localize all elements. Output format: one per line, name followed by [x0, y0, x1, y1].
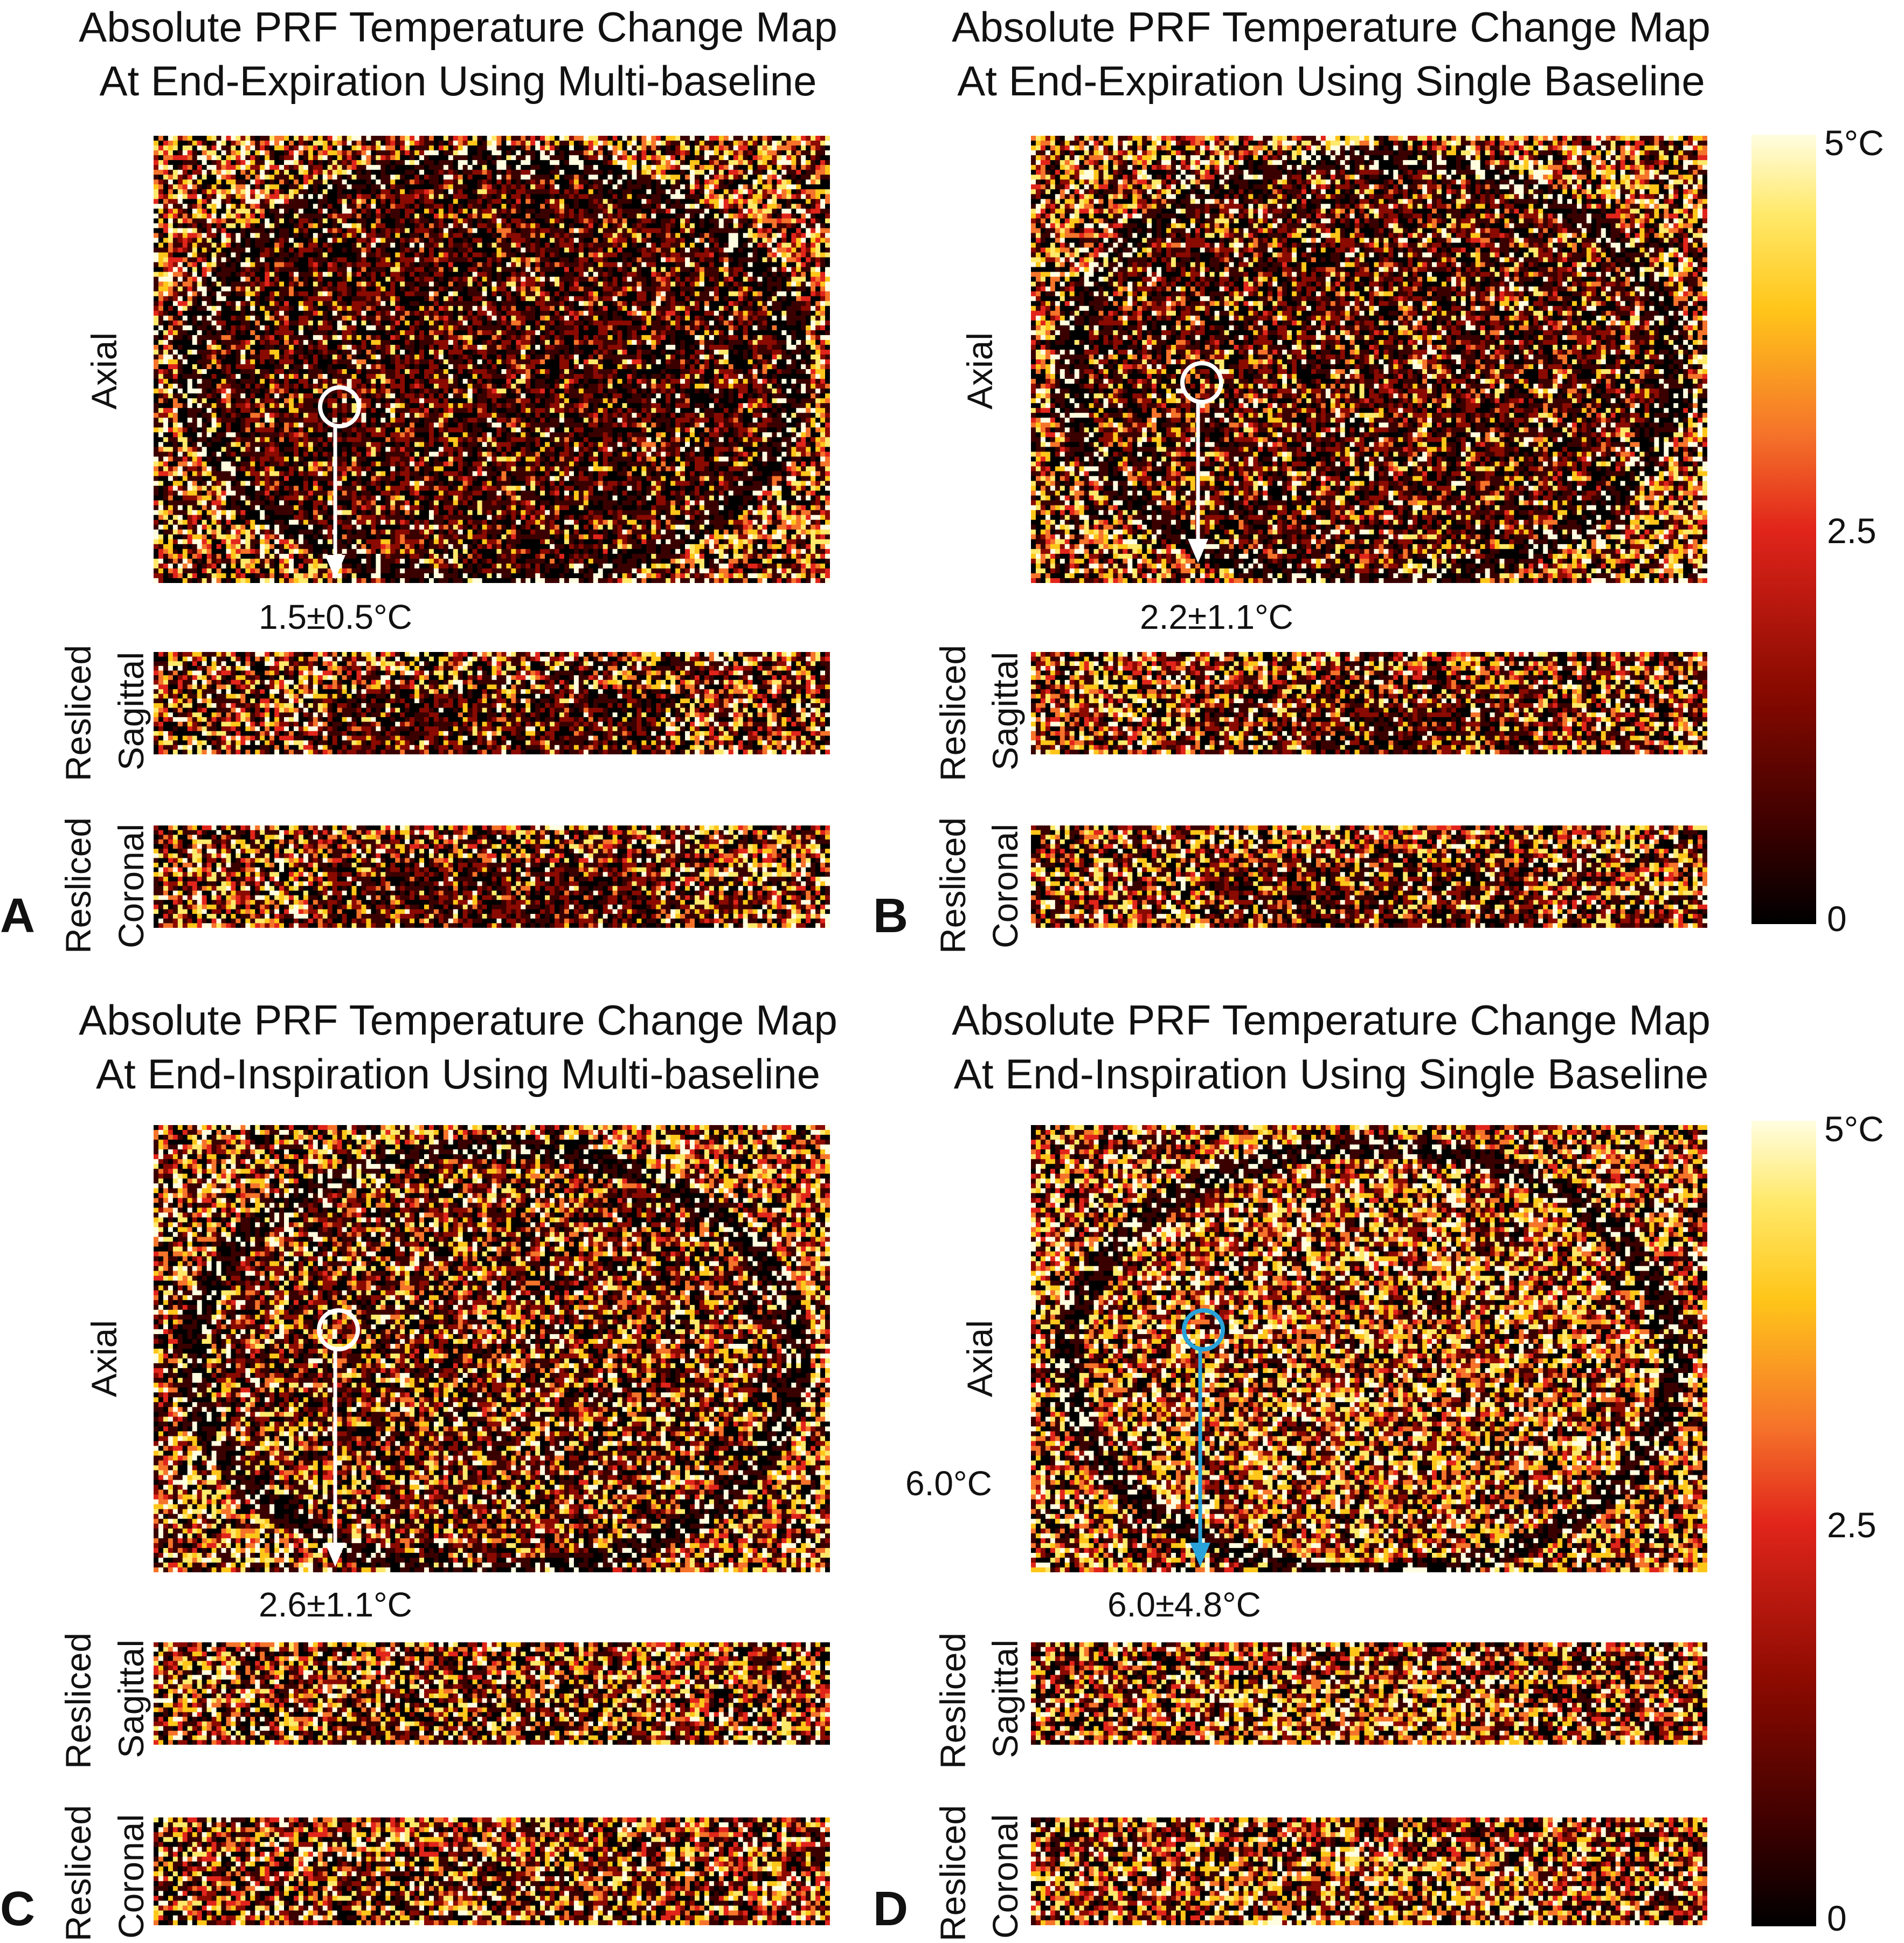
- roi-circle: [319, 1310, 358, 1349]
- roi-arrow-head: [1188, 539, 1208, 563]
- panel-b: Absolute PRF Temperature Change Map At E…: [873, 0, 1789, 971]
- colorbar-max-label: 5°C: [1824, 1110, 1884, 1148]
- colorbar-gradient: [1751, 135, 1816, 924]
- colorbar-gradient: [1751, 1121, 1816, 1926]
- roi-arrow-head: [1190, 1543, 1210, 1567]
- roi-circle: [320, 387, 359, 426]
- roi-circle-arrow: [873, 971, 1789, 1943]
- colorbar-mid-label: 2.5: [1827, 1506, 1877, 1544]
- panel-a: Absolute PRF Temperature Change Map At E…: [0, 0, 916, 971]
- colorbar-mid-label: 2.5: [1827, 512, 1877, 550]
- colorbar-bottom: 5°C 2.5 0: [1751, 1121, 1904, 1929]
- colorbar-max-label: 5°C: [1824, 124, 1884, 162]
- panel-d: Absolute PRF Temperature Change Map At E…: [873, 971, 1789, 1943]
- roi-circle-arrow: [0, 971, 916, 1943]
- roi-circle: [1182, 363, 1221, 402]
- roi-circle: [1184, 1310, 1223, 1349]
- roi-circle-arrow: [0, 0, 916, 971]
- panel-c: Absolute PRF Temperature Change Map At E…: [0, 971, 916, 1943]
- roi-arrow-head: [325, 1543, 345, 1567]
- colorbar-min-label: 0: [1827, 900, 1847, 938]
- colorbar-min-label: 0: [1827, 1899, 1847, 1937]
- roi-arrow-head: [325, 555, 345, 579]
- roi-circle-arrow: [873, 0, 1789, 971]
- colorbar-top: 5°C 2.5 0: [1751, 135, 1904, 943]
